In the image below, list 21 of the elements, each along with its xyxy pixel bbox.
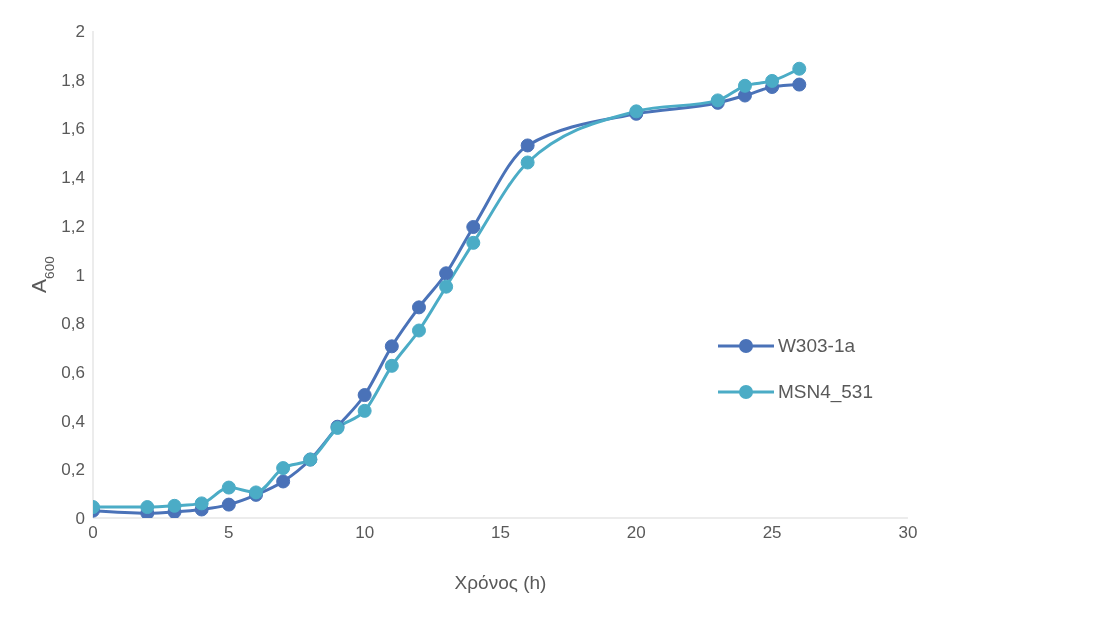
y-tick-label: 1 (75, 265, 85, 285)
x-tick-label: 0 (88, 523, 98, 543)
y-tick-label: 1,6 (61, 119, 85, 139)
x-axis-title: Χρόνος (h) (454, 572, 547, 594)
y-tick-label: 0,8 (61, 314, 85, 334)
x-tick-label: 15 (491, 523, 510, 543)
y-tick-label: 1,4 (61, 168, 85, 188)
x-tick-label: 30 (898, 523, 918, 543)
legend-label: MSN4_531 (777, 380, 873, 405)
y-tick-label: 2 (75, 22, 85, 42)
y-tick-label: 1,2 (61, 216, 85, 236)
x-tick-label: 10 (355, 523, 375, 543)
y-tick-label: 0 (75, 509, 85, 529)
x-tick-label: 20 (626, 523, 646, 543)
y-tick-label: 0,4 (61, 411, 85, 431)
x-tick-label: 25 (762, 523, 782, 543)
y-tick-label: 0,2 (61, 460, 85, 480)
legend-label: W303-1a (777, 334, 856, 358)
y-tick-label: 1,8 (61, 70, 85, 90)
y-tick-label: 0,6 (61, 362, 85, 382)
x-tick-label: 5 (224, 523, 234, 543)
